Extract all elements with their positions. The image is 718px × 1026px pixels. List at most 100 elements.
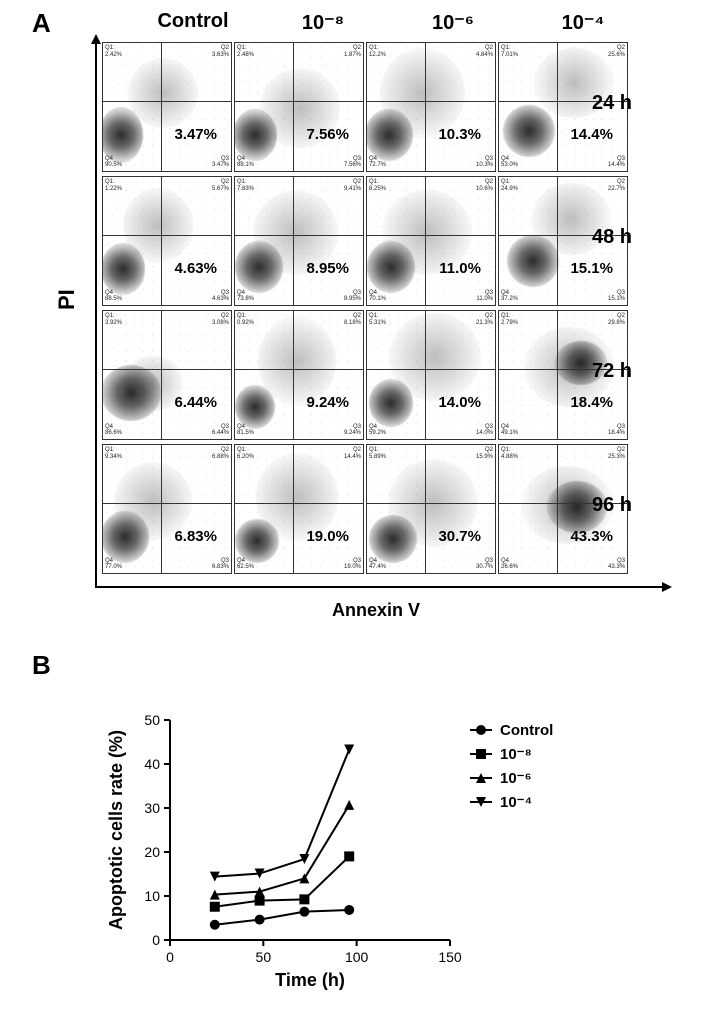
- quadrant-label: Q1:7.01%: [501, 45, 518, 58]
- quadrant-label: Q1:5.31%: [369, 313, 386, 326]
- quadrant-label: Q1:3.92%: [105, 313, 122, 326]
- quadrant-label: Q210.6%: [476, 179, 493, 192]
- quadrant-label: Q447.4%: [369, 558, 386, 571]
- quadrant-label: Q311.0%: [476, 290, 493, 303]
- svg-text:50: 50: [144, 712, 160, 728]
- row-label: 24 h: [592, 92, 652, 115]
- quadrant-label: Q490.5%: [105, 156, 122, 169]
- quadrant-label: Q1:7.83%: [237, 179, 254, 192]
- scatter-cell: Q1:7.83% Q29.41% Q473.8% Q38.95% 8.95%: [234, 176, 364, 306]
- svg-text:40: 40: [144, 756, 160, 772]
- quadrant-label: Q486.6%: [105, 424, 122, 437]
- quadrant-label: Q229.8%: [608, 313, 625, 326]
- quadrant-label: Q215.9%: [476, 447, 493, 460]
- quadrant-label: Q29.41%: [344, 179, 361, 192]
- scatter-cell: Q1:3.92% Q23.08% Q486.6% Q36.44% 6.44%: [102, 310, 232, 440]
- quadrant-label: Q214.4%: [344, 447, 361, 460]
- q3-highlight: 4.63%: [174, 260, 217, 277]
- quadrant-label: Q25.67%: [212, 179, 229, 192]
- quadrant-label: Q1:2.42%: [105, 45, 122, 58]
- quadrant-label: Q1:2.48%: [237, 45, 254, 58]
- svg-text:10⁻⁴: 10⁻⁴: [500, 794, 532, 811]
- panel-b-label: B: [32, 650, 51, 681]
- pi-axis-label: PI: [54, 289, 80, 310]
- quadrant-label: Q1:24.9%: [501, 179, 518, 192]
- row-label: 72 h: [592, 360, 652, 383]
- q3-highlight: 10.3%: [438, 126, 481, 143]
- quadrant-label: Q225.3%: [608, 447, 625, 460]
- quadrant-label: Q23.08%: [212, 313, 229, 326]
- svg-text:10: 10: [144, 888, 160, 904]
- panel-a-column-headers: Control 10⁻⁸ 10⁻⁶ 10⁻⁴: [128, 10, 648, 35]
- quadrant-label: Q28.18%: [344, 313, 361, 326]
- quadrant-label: Q1:4.88%: [501, 447, 518, 460]
- col-header: 10⁻⁸: [258, 10, 388, 35]
- quadrant-label: Q38.95%: [344, 290, 361, 303]
- quadrant-label: Q453.0%: [501, 156, 518, 169]
- svg-text:Control: Control: [500, 722, 553, 739]
- quadrant-label: Q314.4%: [608, 156, 625, 169]
- scatter-cell: Q1:0.92%Q28.18%Q481.5%Q39.24%9.24%: [234, 310, 364, 440]
- quadrant-label: Q1:9.34%: [105, 447, 122, 460]
- panel-a-x-arrow: [95, 586, 670, 588]
- q3-highlight: 8.95%: [306, 260, 349, 277]
- q3-highlight: 14.0%: [438, 394, 481, 411]
- quadrant-label: Q462.5%: [237, 558, 254, 571]
- panel-b-chart: 01020304050050100150Time (h)Apoptotic ce…: [100, 700, 600, 1000]
- apoptosis-line-chart: 01020304050050100150Time (h)Apoptotic ce…: [100, 700, 600, 1000]
- scatter-cell: Q1:5.89%Q215.9%Q447.4%Q330.7%30.7%: [366, 444, 496, 574]
- col-header: 10⁻⁶: [388, 10, 518, 35]
- q3-highlight: 14.4%: [570, 126, 613, 143]
- svg-text:150: 150: [438, 949, 462, 965]
- quadrant-label: Q473.8%: [237, 290, 254, 303]
- scatter-cell: Q1:8.25%Q210.6%Q470.1%Q311.0%11.0%: [366, 176, 496, 306]
- quadrant-label: Q34.63%: [212, 290, 229, 303]
- quadrant-label: Q488.1%: [237, 156, 254, 169]
- quadrant-label: Q1:0.92%: [237, 313, 254, 326]
- quadrant-label: Q470.1%: [369, 290, 386, 303]
- quadrant-label: Q343.3%: [608, 558, 625, 571]
- q3-highlight: 18.4%: [570, 394, 613, 411]
- quadrant-label: Q330.7%: [476, 558, 493, 571]
- svg-text:0: 0: [166, 949, 174, 965]
- quadrant-label: Q21.87%: [344, 45, 361, 58]
- quadrant-label: Q437.2%: [501, 290, 518, 303]
- svg-text:10⁻⁸: 10⁻⁸: [500, 746, 532, 763]
- q3-highlight: 6.44%: [174, 394, 217, 411]
- q3-highlight: 43.3%: [570, 528, 613, 545]
- scatter-cell: Q1:5.31%Q221.3%Q459.2%Q314.0%14.0%: [366, 310, 496, 440]
- quadrant-label: Q318.4%: [608, 424, 625, 437]
- quadrant-label: Q1:8.25%: [369, 179, 386, 192]
- panel-a-y-arrow: [95, 36, 97, 588]
- quadrant-label: Q488.5%: [105, 290, 122, 303]
- svg-text:50: 50: [256, 949, 272, 965]
- svg-text:30: 30: [144, 800, 160, 816]
- quadrant-label: Q222.7%: [608, 179, 625, 192]
- quadrant-label: Q36.44%: [212, 424, 229, 437]
- q3-highlight: 3.47%: [174, 126, 217, 143]
- quadrant-label: Q24.84%: [476, 45, 493, 58]
- q3-highlight: 6.83%: [174, 528, 217, 545]
- svg-text:10⁻⁶: 10⁻⁶: [500, 770, 532, 787]
- scatter-cell: Q1:12.2%Q24.84%Q472.7%Q310.3%10.3%: [366, 42, 496, 172]
- quadrant-label: Q1:2.79%: [501, 313, 518, 326]
- scatter-cell: Q1:9.34%Q26.88%Q477.0%Q36.83%6.83%: [102, 444, 232, 574]
- quadrant-label: Q314.0%: [476, 424, 493, 437]
- row-label: 96 h: [592, 494, 652, 517]
- svg-text:0: 0: [152, 932, 160, 948]
- q3-highlight: 7.56%: [306, 126, 349, 143]
- q3-highlight: 15.1%: [570, 260, 613, 277]
- q3-highlight: 30.7%: [438, 528, 481, 545]
- annexin-axis-label: Annexin V: [332, 600, 420, 621]
- svg-text:100: 100: [345, 949, 369, 965]
- quadrant-label: Q477.0%: [105, 558, 122, 571]
- q3-highlight: 9.24%: [306, 394, 349, 411]
- scatter-cell: Q1:2.48% Q21.87% Q488.1% Q37.56% 7.56%: [234, 42, 364, 172]
- svg-text:20: 20: [144, 844, 160, 860]
- quadrant-label: Q426.6%: [501, 558, 518, 571]
- scatter-grid: Q1:2.42%Q23.63%Q490.5%Q33.47%3.47%Q1:2.4…: [102, 42, 628, 574]
- quadrant-label: Q481.5%: [237, 424, 254, 437]
- quadrant-label: Q315.1%: [608, 290, 625, 303]
- quadrant-label: Q37.56%: [344, 156, 361, 169]
- quadrant-label: Q23.63%: [212, 45, 229, 58]
